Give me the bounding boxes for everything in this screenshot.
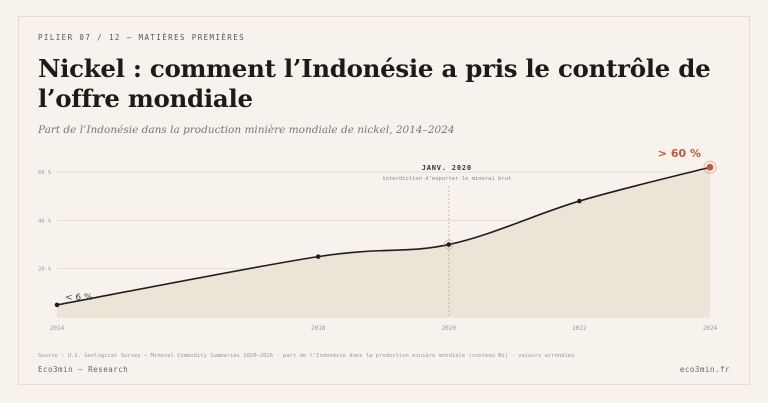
data-point <box>54 302 60 308</box>
end-point-halo <box>703 160 717 174</box>
area-fill <box>57 167 710 317</box>
start-value-label: < 6 % <box>65 293 93 303</box>
brand-label: Eco3min — Research <box>38 365 129 374</box>
x-tick-label: 2022 <box>572 325 587 332</box>
kicker: PILIER 07 / 12 — MATIÈRES PREMIÈRES <box>38 33 246 42</box>
event-point-halo <box>443 239 454 250</box>
end-value-label: > 60 % <box>658 147 701 160</box>
site-url: eco3min.fr <box>679 365 730 374</box>
data-point <box>577 198 582 204</box>
y-tick-label: 60 % <box>38 170 52 176</box>
x-tick-label: 2014 <box>50 325 65 332</box>
series-line <box>56 166 711 306</box>
x-tick-label: 2024 <box>703 325 718 332</box>
chart-subtitle: Part de l’Indonésie dans la production m… <box>38 124 455 136</box>
source-note: Source : U.S. Geological Survey — Minera… <box>38 353 575 359</box>
y-tick-label: 40 % <box>38 218 52 224</box>
data-point <box>315 254 321 259</box>
page-title: Nickel : comment l’Indonésie a pris le c… <box>38 54 711 113</box>
event-note: interdiction d’exporter le minerai brut <box>382 176 511 182</box>
card-frame <box>18 16 750 385</box>
y-tick-label: 20 % <box>38 267 52 273</box>
data-point <box>706 163 714 171</box>
x-tick-label: 2020 <box>442 325 457 332</box>
event-title: JANV. 2020 <box>422 164 472 172</box>
data-point <box>446 242 452 247</box>
x-tick-label: 2018 <box>311 325 326 332</box>
